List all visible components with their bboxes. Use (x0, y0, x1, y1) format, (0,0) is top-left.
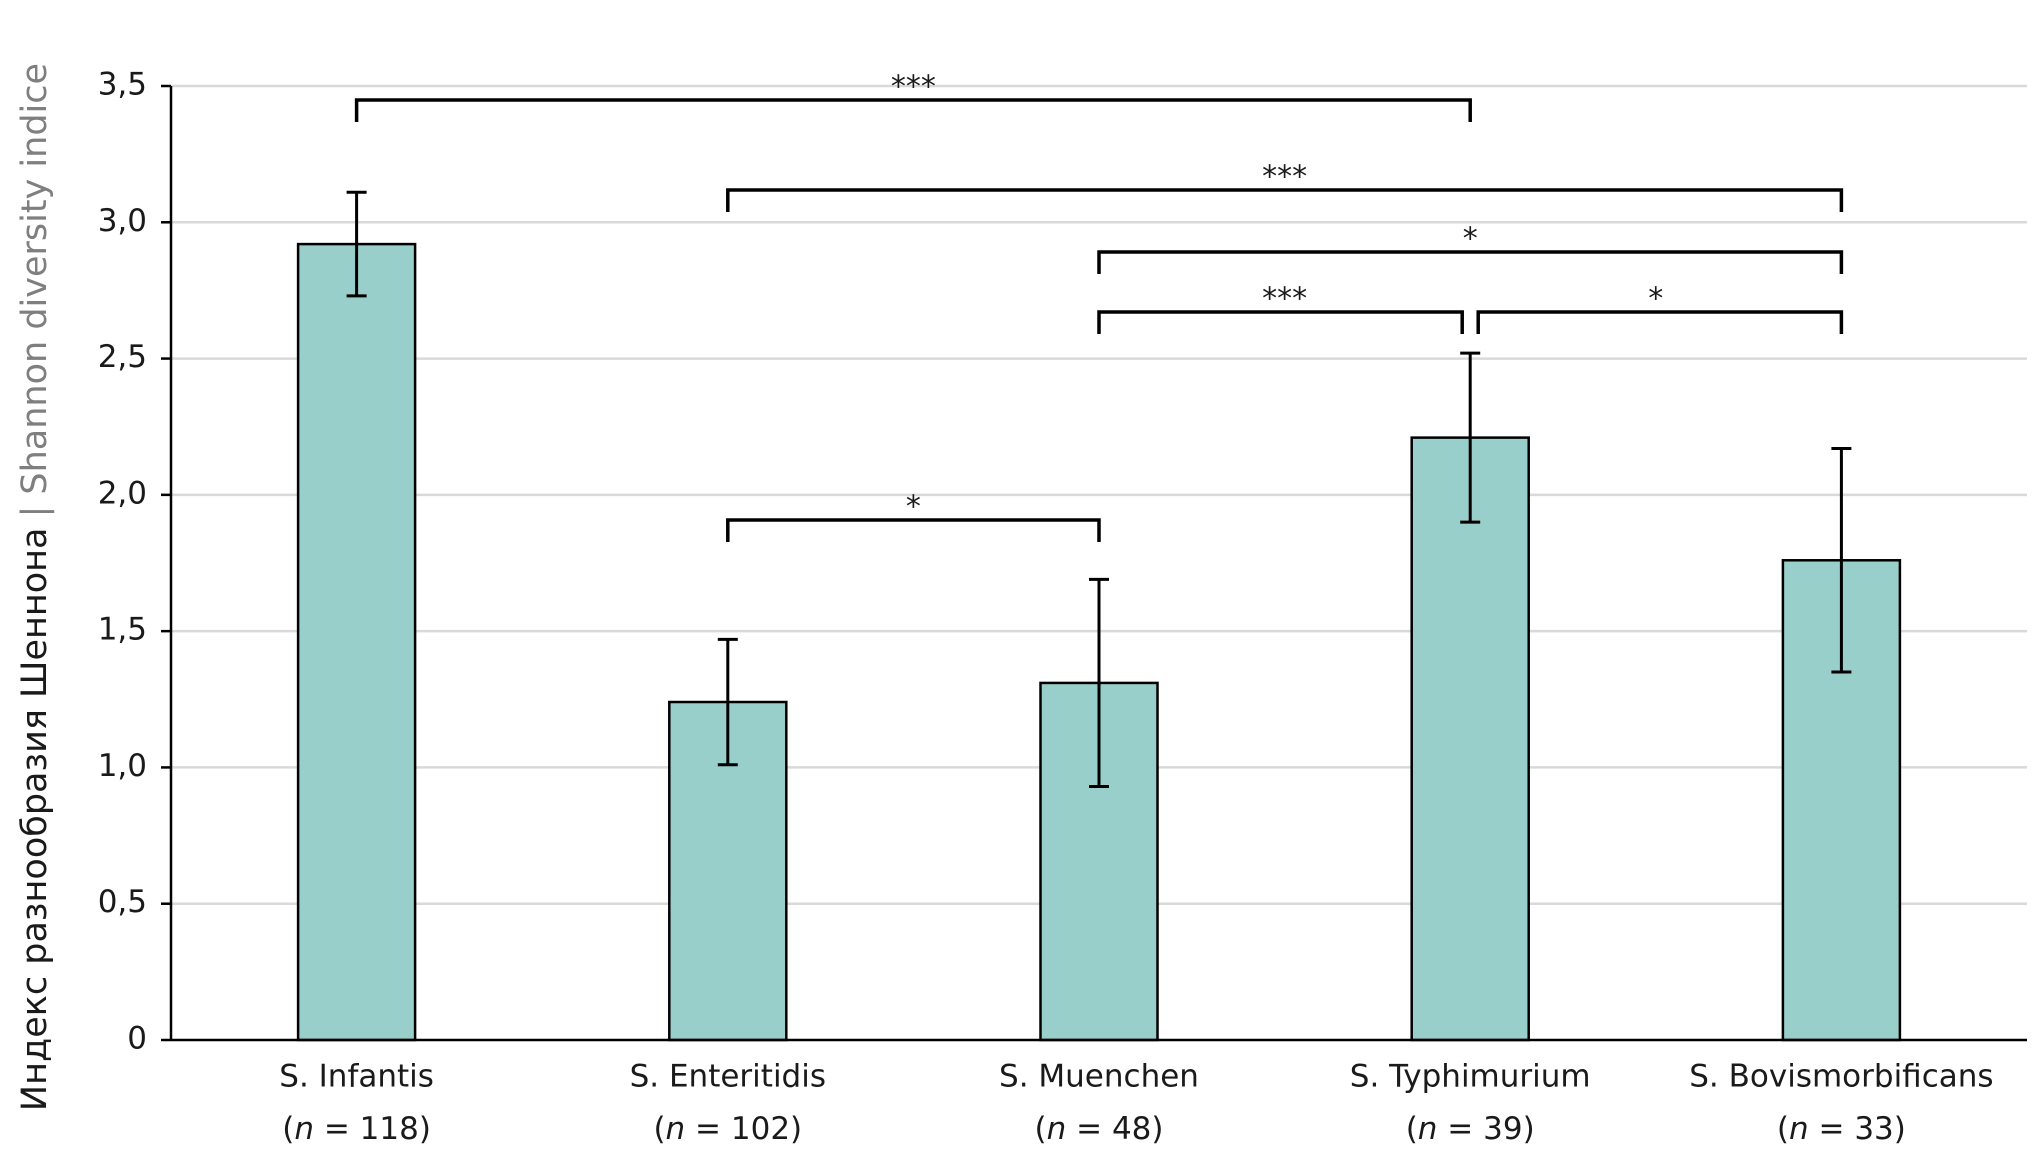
y-tick-label: 1,0 (98, 748, 147, 784)
significance-bracket (1476, 310, 1844, 334)
significance-bracket (1097, 310, 1464, 334)
y-tick-label: 2,0 (98, 475, 147, 511)
significance-bracket (726, 188, 1844, 212)
sample-size: (n = 33) (1777, 1111, 1906, 1147)
significance-label: *** (1262, 282, 1307, 317)
y-tick-label: 2,5 (98, 339, 147, 375)
y-tick-label: 0,5 (98, 884, 147, 920)
bar (296, 242, 417, 1042)
x-tick-label: S. Muenchen (999, 1059, 1199, 1095)
y-tick-label: 0 (127, 1021, 147, 1057)
y-label-en: | Shannon diversity indice (15, 63, 55, 518)
y-axis-label: Индекс разнообразия Шеннона | Shannon div… (15, 63, 55, 1111)
significance-label: * (906, 490, 921, 525)
x-tick-label: S. Bovismorbificans (1689, 1059, 1993, 1095)
x-tick-label: S. Enteritidis (630, 1059, 826, 1095)
significance-label: * (1463, 222, 1478, 257)
y-tick-label: 3,5 (98, 67, 147, 103)
sample-size: (n = 102) (653, 1111, 802, 1147)
y-label-ru: Индекс разнообразия Шеннона (15, 528, 55, 1112)
error-bar (1089, 577, 1109, 789)
error-bar (346, 190, 367, 298)
error-bar (1831, 447, 1852, 674)
error-bar (717, 637, 738, 767)
significance-bracket (1097, 250, 1844, 274)
significance-bracket (726, 518, 1101, 542)
significance-label: * (1648, 282, 1663, 317)
significance-label: *** (891, 70, 936, 105)
bar (1410, 436, 1530, 1042)
y-tick-label: 1,5 (98, 612, 147, 648)
sample-size: (n = 48) (1035, 1111, 1164, 1147)
sample-size: (n = 118) (282, 1111, 431, 1147)
significance-bracket (354, 98, 1472, 122)
x-tick-label: S. Typhimurium (1350, 1059, 1591, 1095)
error-bar (1460, 351, 1481, 524)
sample-size: (n = 39) (1406, 1111, 1535, 1147)
x-tick-label: S. Infantis (279, 1059, 434, 1095)
y-tick-label: 3,0 (98, 203, 147, 239)
significance-label: *** (1262, 160, 1307, 195)
